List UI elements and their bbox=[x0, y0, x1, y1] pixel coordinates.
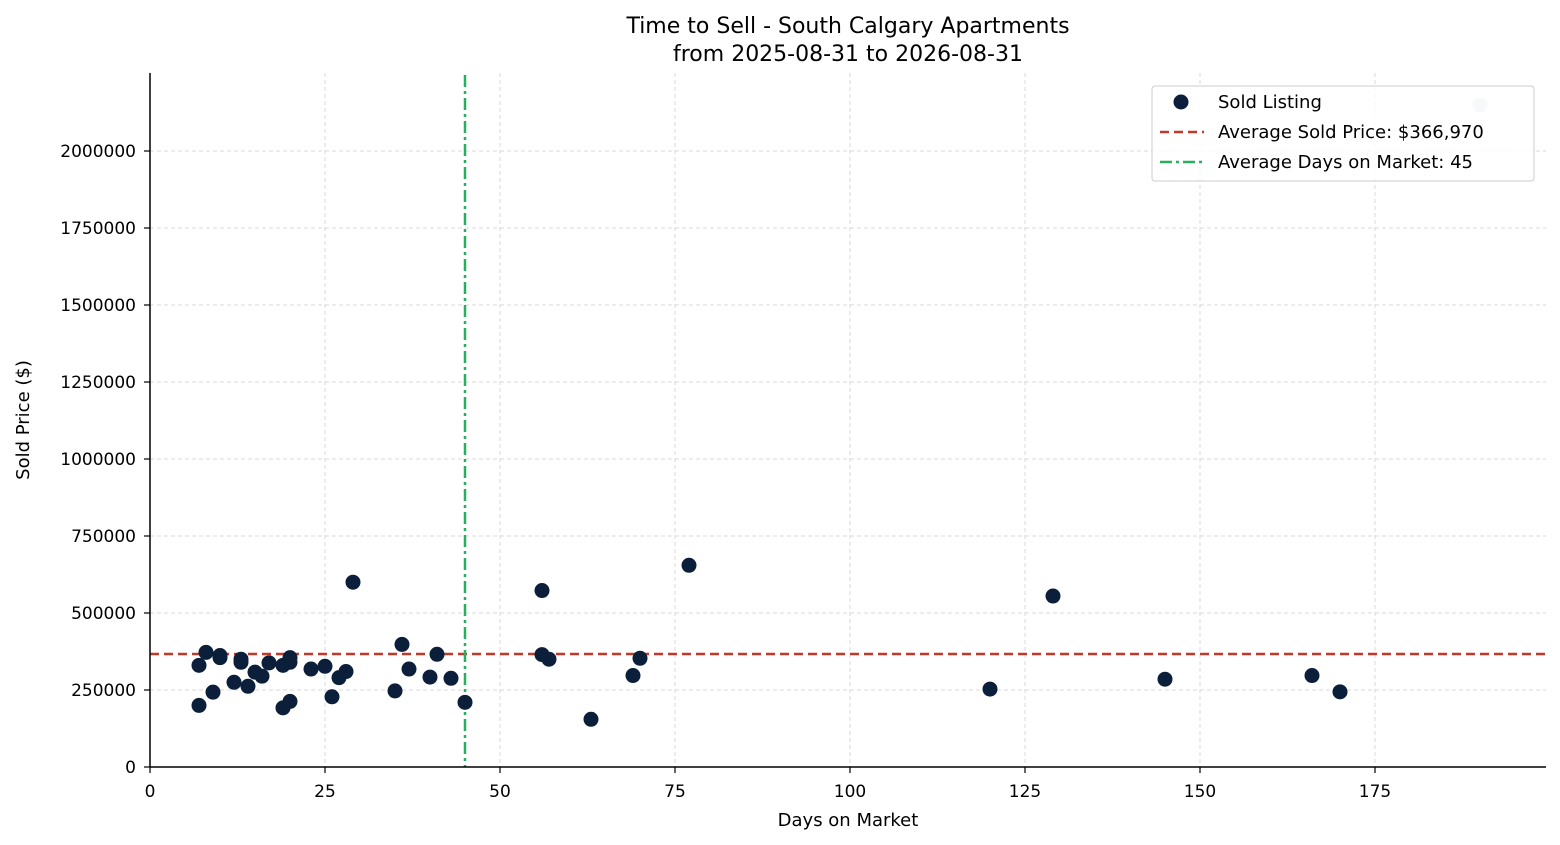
legend-box bbox=[1151, 85, 1535, 182]
sold-listing-point bbox=[541, 651, 557, 667]
legend-label-sold-listing: Sold Listing bbox=[1218, 92, 1322, 113]
x-tick-label: 175 bbox=[1359, 782, 1391, 802]
sold-listing-point bbox=[583, 711, 599, 727]
reference-lines bbox=[150, 75, 1546, 767]
sold-listing-point bbox=[191, 657, 207, 673]
sold-listing-point bbox=[1332, 684, 1348, 700]
sold-listing-point bbox=[457, 694, 473, 710]
chart-title: Time to Sell - South Calgary Apartments bbox=[625, 14, 1069, 39]
legend-label-avg-price: Average Sold Price: $366,970 bbox=[1218, 122, 1484, 143]
chart-subtitle: from 2025-08-31 to 2026-08-31 bbox=[673, 42, 1023, 67]
y-axis-ticks: 0 250000 500000 750000 1000000 1250000 1500000… bbox=[60, 142, 150, 778]
y-tick-label: 500000 bbox=[71, 604, 136, 624]
sold-listing-point bbox=[1304, 668, 1320, 684]
x-tick-label: 125 bbox=[1009, 782, 1041, 802]
x-tick-label: 25 bbox=[314, 782, 336, 802]
sold-listing-point bbox=[625, 668, 641, 684]
x-axis-label: Days on Market bbox=[778, 810, 919, 831]
sold-listing-point bbox=[282, 693, 298, 709]
legend-marker-sold-listing bbox=[1173, 94, 1189, 110]
y-tick-label: 2000000 bbox=[60, 142, 136, 162]
y-tick-label: 750000 bbox=[71, 527, 136, 547]
x-tick-label: 75 bbox=[664, 782, 686, 802]
sold-listing-point bbox=[1157, 671, 1173, 687]
sold-listing-point bbox=[345, 574, 361, 590]
y-tick-label: 0 bbox=[125, 758, 136, 778]
sold-listing-point bbox=[254, 668, 270, 684]
sold-listing-point bbox=[982, 681, 998, 697]
sold-listing-point bbox=[534, 583, 550, 599]
x-tick-label: 50 bbox=[489, 782, 511, 802]
sold-listing-point bbox=[401, 661, 417, 677]
sold-listing-point bbox=[422, 669, 438, 685]
y-tick-label: 250000 bbox=[71, 681, 136, 701]
sold-listing-point bbox=[303, 661, 319, 677]
x-axis-ticks: 0 25 50 75 100 125 150 175 bbox=[145, 767, 1391, 802]
sold-listing-point bbox=[191, 697, 207, 713]
sold-listing-point bbox=[324, 689, 340, 705]
x-tick-label: 0 bbox=[145, 782, 156, 802]
sold-listing-point bbox=[1045, 588, 1061, 604]
legend-label-avg-days: Average Days on Market: 45 bbox=[1218, 152, 1473, 173]
y-tick-label: 1750000 bbox=[60, 219, 136, 239]
sold-listing-point bbox=[205, 684, 221, 700]
y-axis-label: Sold Price ($) bbox=[13, 360, 34, 480]
legend: Sold Listing Average Sold Price: $366,97… bbox=[1151, 85, 1535, 182]
sold-listing-point bbox=[198, 644, 214, 660]
x-tick-label: 150 bbox=[1184, 782, 1216, 802]
x-tick-label: 100 bbox=[834, 782, 866, 802]
sold-listing-point bbox=[240, 678, 256, 694]
sold-listing-point bbox=[443, 670, 459, 686]
data-points bbox=[191, 97, 1488, 727]
sold-listing-point bbox=[226, 674, 242, 690]
sold-listing-point bbox=[317, 658, 333, 674]
y-tick-label: 1250000 bbox=[60, 373, 136, 393]
sold-listing-point bbox=[429, 646, 445, 662]
y-tick-label: 1500000 bbox=[60, 296, 136, 316]
sold-listing-point bbox=[212, 648, 228, 664]
sold-listing-point bbox=[387, 683, 403, 699]
sold-listing-point bbox=[282, 650, 298, 666]
sold-listing-point bbox=[394, 636, 410, 652]
sold-listing-point bbox=[338, 664, 354, 680]
sold-listing-point bbox=[261, 655, 277, 671]
sold-listing-point bbox=[681, 557, 697, 573]
sold-listing-point bbox=[632, 650, 648, 666]
sold-listing-point bbox=[233, 654, 249, 670]
y-tick-label: 1000000 bbox=[60, 450, 136, 470]
